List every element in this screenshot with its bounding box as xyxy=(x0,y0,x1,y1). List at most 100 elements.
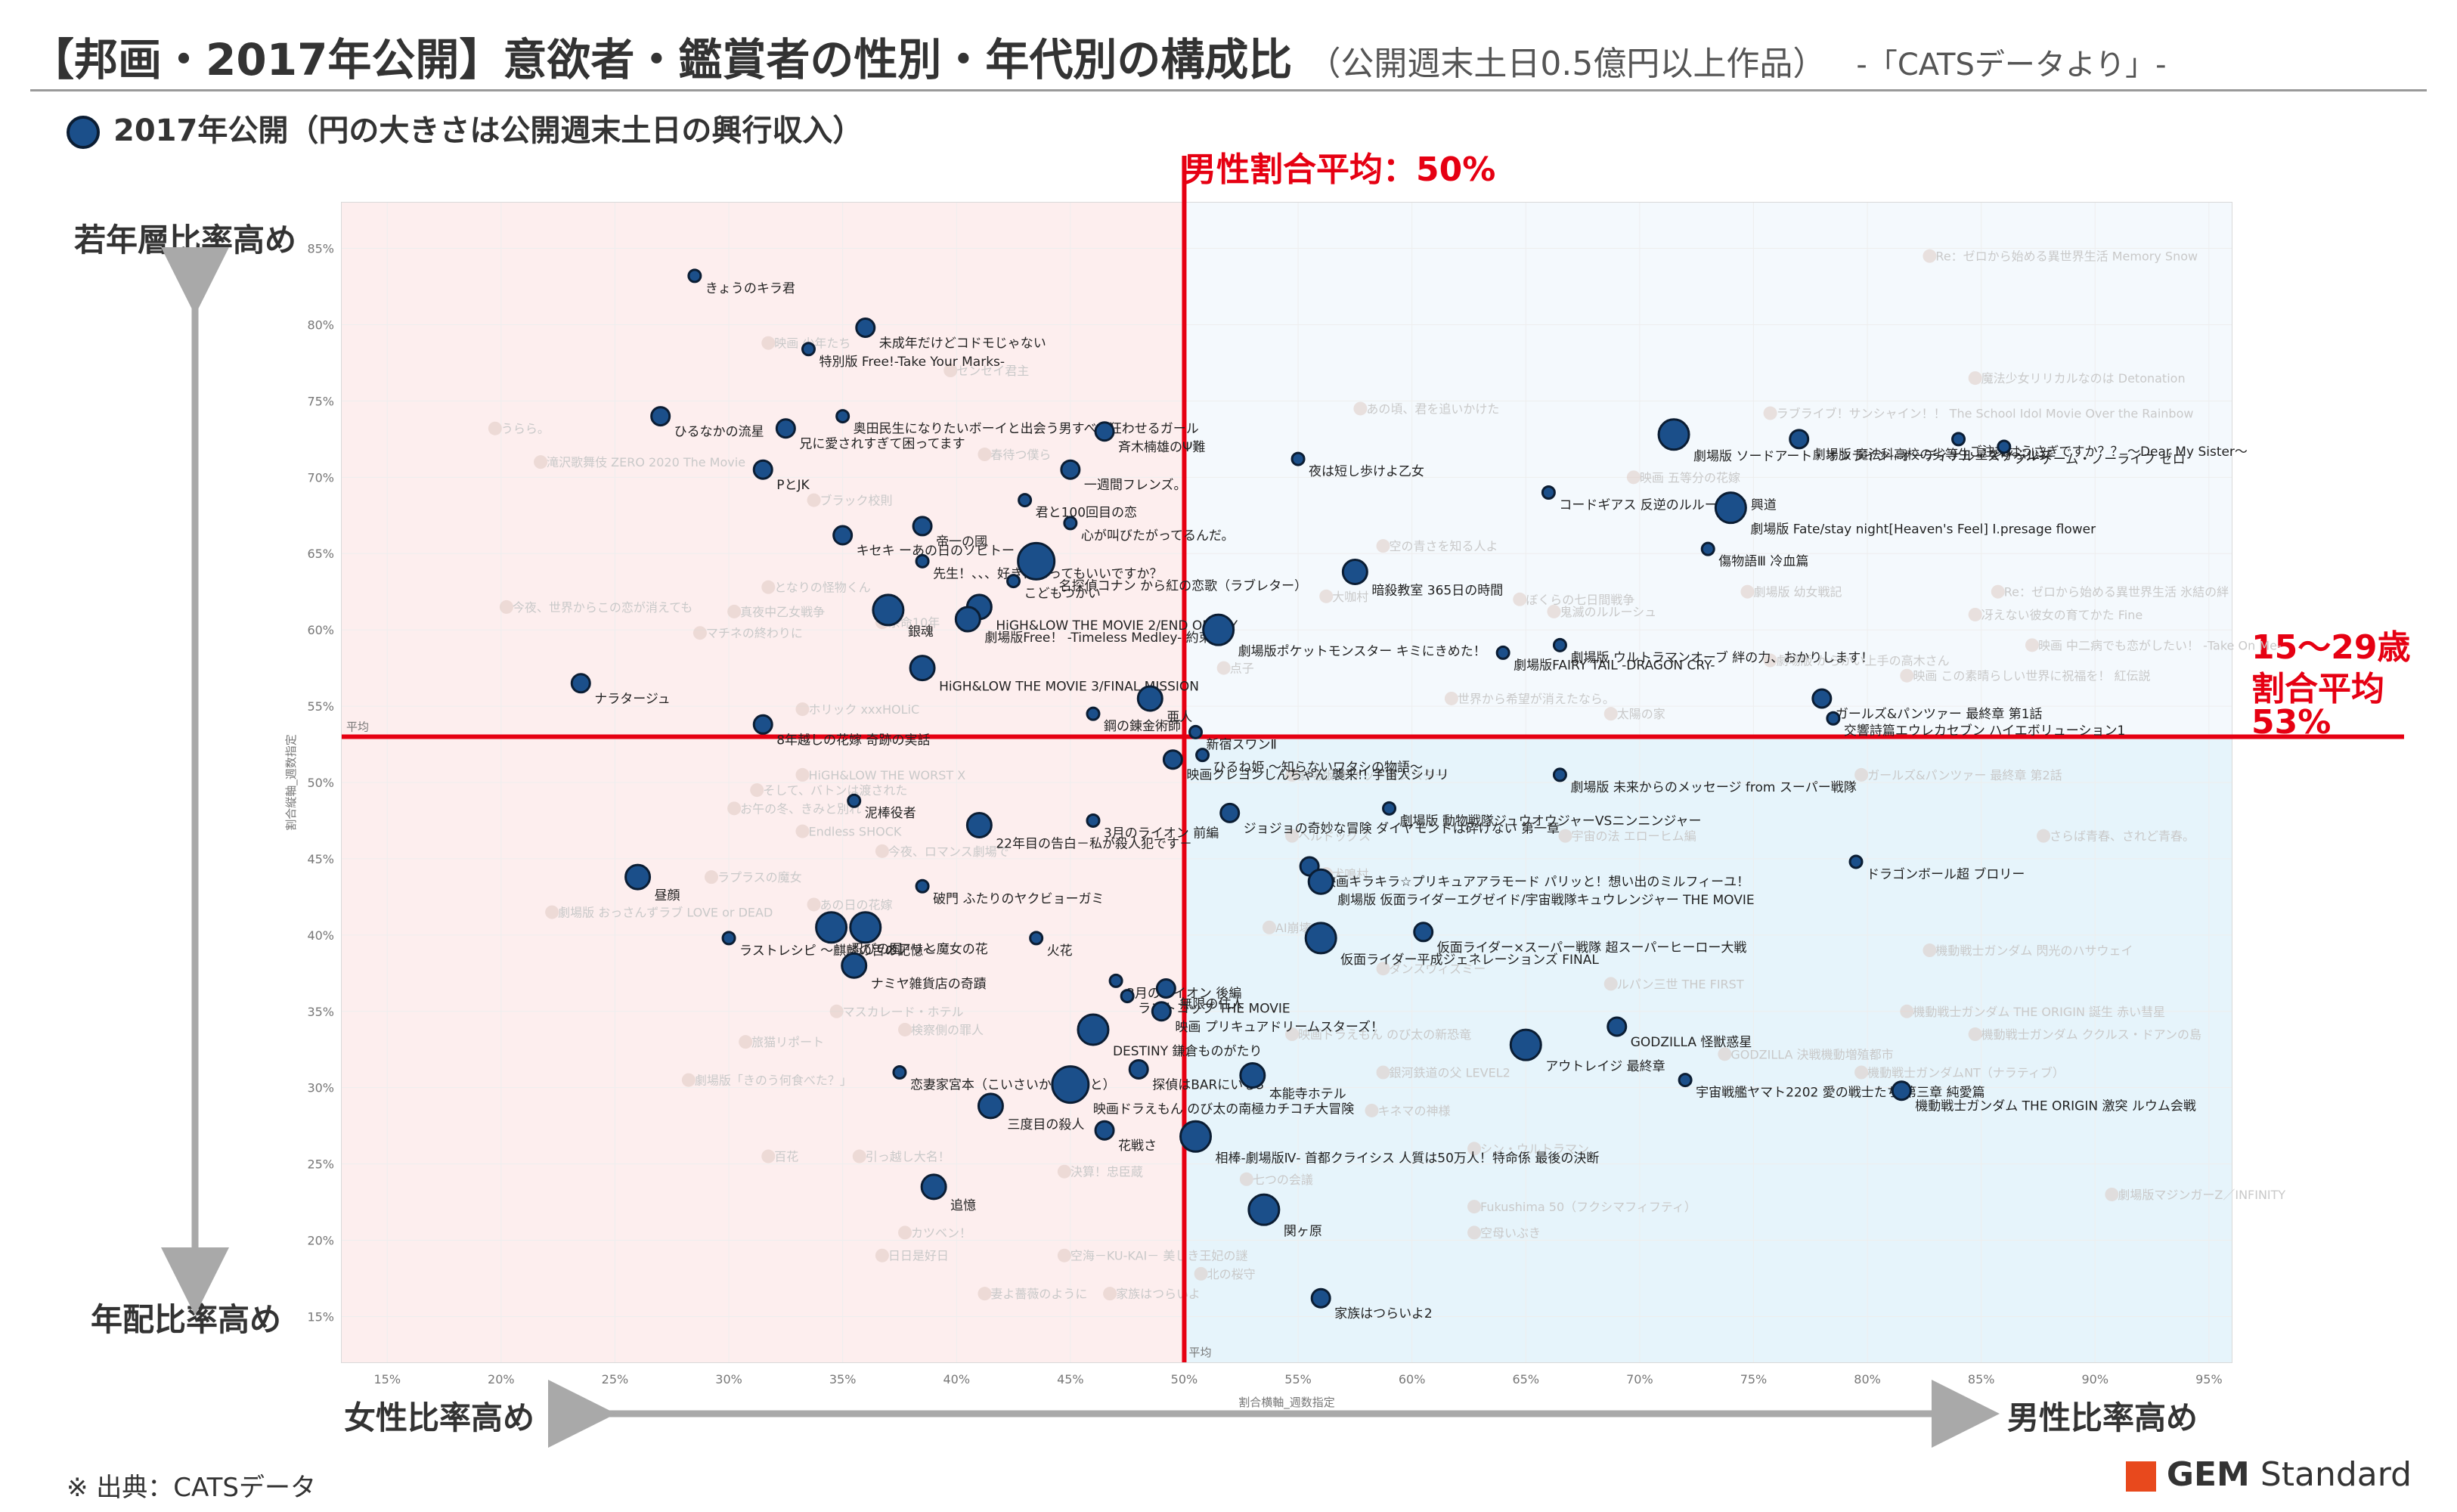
background-point xyxy=(1626,470,1641,485)
background-label: 今夜、ロマンス劇場で xyxy=(888,844,1009,859)
background-point xyxy=(795,824,810,838)
background-label: 空の青さを知る人よ xyxy=(1390,539,1498,553)
background-point xyxy=(978,448,992,462)
y-tick-label: 60% xyxy=(307,623,334,637)
data-label: 劇場版Free！ -Timeless Medley- 約束 xyxy=(984,631,1211,646)
y-tick-label: 70% xyxy=(307,470,334,485)
background-point xyxy=(898,1225,912,1240)
background-label: 今夜、世界からこの恋が消えても xyxy=(513,600,692,615)
data-label: 劇場版ポケットモンスター キミにきめた！ xyxy=(1238,644,1486,659)
background-point xyxy=(1285,829,1300,843)
background-point xyxy=(1923,943,1937,958)
background-point xyxy=(761,1149,776,1163)
data-label: ご注文はうさぎですか？？ ～Dear My Sister～ xyxy=(1969,445,2248,460)
x-tick-label: 15% xyxy=(373,1372,401,1387)
y-tick-label: 80% xyxy=(307,318,334,332)
data-label: 劇場版 魔法科高校の劣等生 星を呼ぶ少女 xyxy=(1813,448,2053,463)
data-point xyxy=(1541,485,1556,500)
data-label: ラストレシピ ～麒麟の舌の記憶～ xyxy=(739,943,936,959)
data-label: 映画ドラえもん のび太の南極カチコチ大冒険 xyxy=(1093,1102,1354,1117)
data-label: HiGH&LOW THE MOVIE 2/END OF SKY xyxy=(996,618,1238,634)
data-point xyxy=(920,1173,947,1201)
background-point xyxy=(1262,920,1276,934)
data-point xyxy=(1891,1080,1912,1101)
x-tick-label: 90% xyxy=(2081,1372,2108,1387)
data-label: アウトレイジ 最終章 xyxy=(1545,1059,1665,1074)
data-point xyxy=(1509,1028,1542,1061)
data-point xyxy=(1552,637,1567,652)
background-point xyxy=(1239,1172,1253,1186)
background-label: キネマの神様 xyxy=(1377,1104,1450,1118)
data-point xyxy=(1120,989,1135,1004)
data-point xyxy=(1310,1287,1331,1309)
footnote: ※ 出典：CATSデータ xyxy=(67,1473,317,1503)
background-point xyxy=(1103,1287,1117,1301)
background-point xyxy=(761,580,776,594)
data-point xyxy=(1018,493,1033,508)
background-label: AI崩壊 xyxy=(1275,921,1312,935)
data-label: きょうのキラ君 xyxy=(705,281,795,296)
background-point xyxy=(1467,1200,1482,1214)
data-point xyxy=(1219,802,1241,823)
data-label: 機動戦士ガンダム THE ORIGIN 激突 ルウム会戦 xyxy=(1915,1099,2196,1114)
background-label: 魔法少女リリカルなのは Detonation xyxy=(1981,371,2186,386)
data-point xyxy=(1006,574,1021,589)
data-point xyxy=(915,878,930,894)
data-point xyxy=(912,516,933,537)
background-point xyxy=(488,421,502,435)
data-point xyxy=(1700,541,1715,556)
data-point xyxy=(892,1065,907,1080)
data-label: 仮面ライダー×スーパー戦隊 超スーパーヒーロー大戦 xyxy=(1437,940,1747,956)
data-point xyxy=(1195,748,1210,763)
background-point xyxy=(545,905,559,919)
brand-logo: GEM Standard xyxy=(2125,1455,2412,1494)
data-point xyxy=(1239,1062,1266,1089)
y-tick-label: 50% xyxy=(307,776,334,790)
y-axis-title: 割合縦軸_週数指定 xyxy=(284,734,299,831)
background-label: 機動戦士ガンダムNT（ナラティブ） xyxy=(1867,1066,2065,1080)
background-label: カツベン！ xyxy=(911,1225,971,1240)
background-point xyxy=(499,600,513,614)
background-label: うらら。 xyxy=(501,422,550,436)
background-point xyxy=(1603,707,1618,721)
data-point xyxy=(801,342,816,357)
brand-rest: Standard xyxy=(2249,1455,2412,1494)
data-label: 夜は短し歩けよ乙女 xyxy=(1309,464,1424,479)
data-point xyxy=(650,406,671,427)
background-label: マスカレード・ホテル xyxy=(843,1005,964,1019)
title-divider xyxy=(30,89,2427,91)
background-point xyxy=(704,870,718,885)
background-label: あの頃、君を追いかけた xyxy=(1366,401,1499,416)
background-point xyxy=(1444,691,1458,705)
background-label: ガールズ&パンツァー 最終章 第2話 xyxy=(1867,768,2062,782)
background-point xyxy=(2037,829,2051,843)
data-label: 相棒-劇場版Ⅳ- 首都クライシス 人質は50万人！特命係 最後の決断 xyxy=(1216,1151,1600,1166)
data-label: ジョジョの奇妙な冒険 ダイヤモンドは砕けない 第一章 xyxy=(1244,821,1560,836)
data-point xyxy=(954,606,981,633)
avg-y-marker: 平均 xyxy=(346,720,369,733)
y-tick-label: 40% xyxy=(307,928,334,943)
background-point xyxy=(1376,1065,1390,1080)
background-label: Re：ゼロから始める異世界生活 Memory Snow xyxy=(1935,249,2198,264)
background-label: ヘルドッグス xyxy=(1298,829,1371,844)
background-point xyxy=(1467,1142,1482,1156)
background-point xyxy=(750,783,764,798)
background-label: 映画 中二病でも恋がしたい！ -Take On Me- xyxy=(2038,638,2282,652)
data-point xyxy=(1826,711,1841,726)
y-tick-label: 30% xyxy=(307,1081,334,1095)
background-point xyxy=(2025,638,2039,652)
data-point xyxy=(1108,973,1123,988)
x-axis-title: 割合横軸_週数指定 xyxy=(1238,1396,1335,1410)
background-point xyxy=(1365,1103,1379,1117)
background-label: GODZILLA 決戦機動増殖都市 xyxy=(1730,1047,1893,1061)
data-label: ひるなかの流星 xyxy=(674,425,764,440)
background-point xyxy=(1057,1248,1071,1263)
data-label: 未成年だけどコドモじゃない xyxy=(879,336,1046,352)
data-point xyxy=(775,418,796,439)
data-point xyxy=(1495,645,1510,660)
background-point xyxy=(795,767,810,782)
background-point xyxy=(1968,1027,1982,1042)
data-label: 関ヶ原 xyxy=(1284,1224,1322,1239)
data-label: 追憶 xyxy=(950,1198,976,1213)
background-point xyxy=(807,897,821,912)
